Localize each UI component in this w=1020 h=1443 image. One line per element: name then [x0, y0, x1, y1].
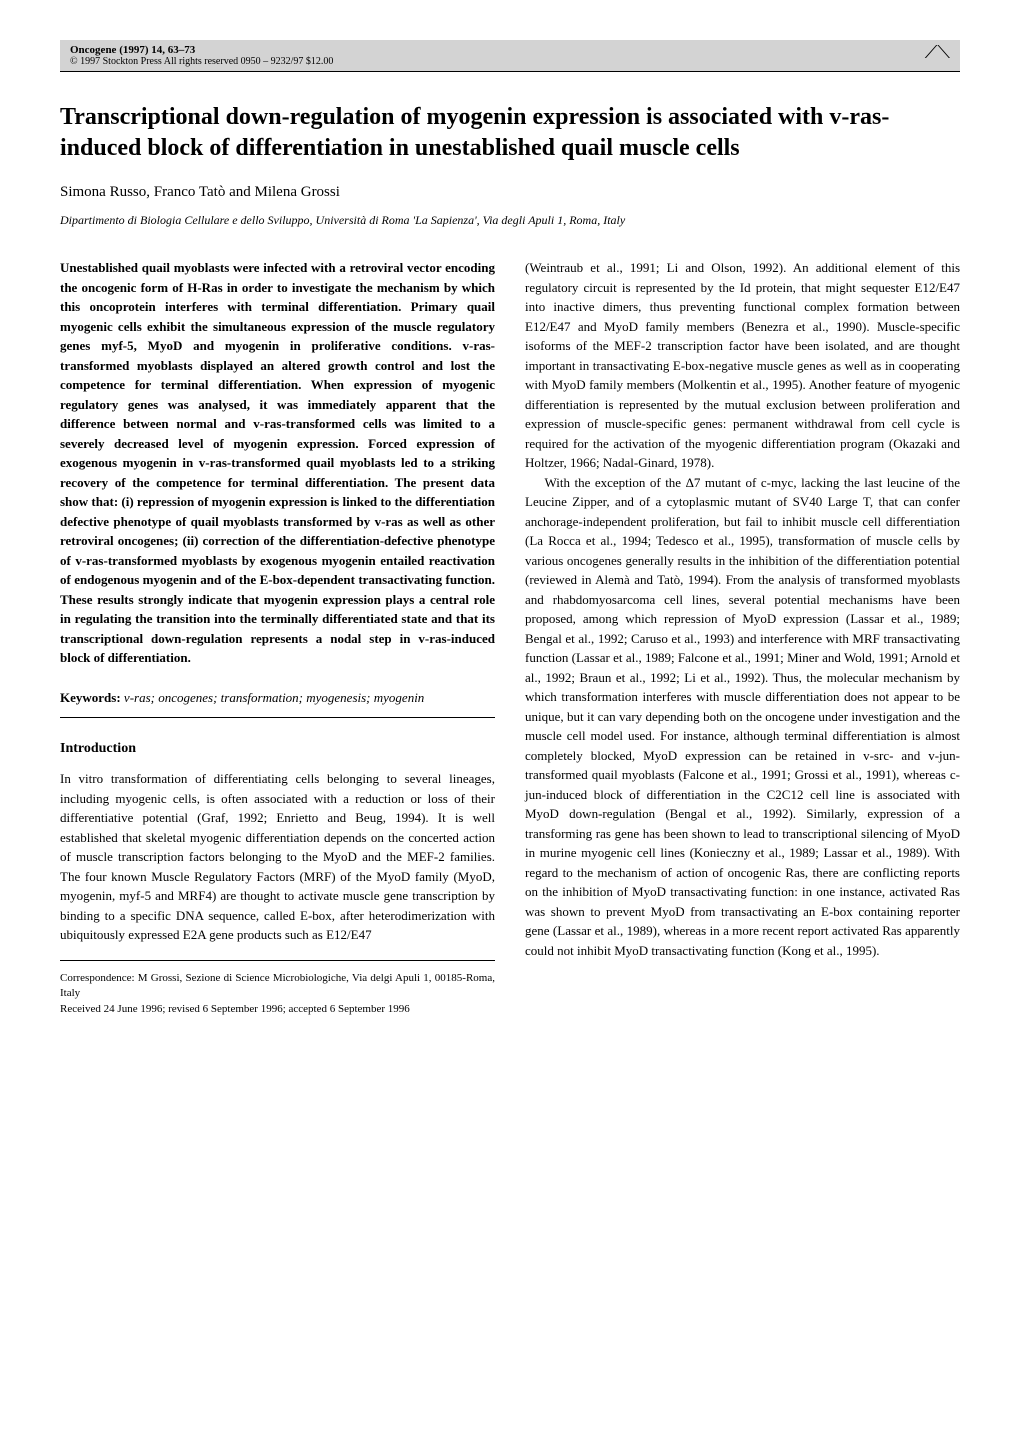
right-paragraph-1: (Weintraub et al., 1991; Li and Olson, 1…	[525, 258, 960, 473]
journal-header: Oncogene (1997) 14, 63–73 © 1997 Stockto…	[60, 40, 960, 72]
page-container: Oncogene (1997) 14, 63–73 © 1997 Stockto…	[0, 0, 1020, 1057]
affiliation-line: Dipartimento di Biologia Cellulare e del…	[60, 213, 960, 228]
abstract-text: Unestablished quail myoblasts were infec…	[60, 258, 495, 668]
correspondence-address: Correspondence: M Grossi, Sezione di Sci…	[60, 971, 495, 1002]
article-title: Transcriptional down-regulation of myoge…	[60, 102, 960, 164]
copyright-line: © 1997 Stockton Press All rights reserve…	[70, 56, 950, 67]
right-paragraph-2: With the exception of the Δ7 mutant of c…	[525, 473, 960, 961]
keywords-text: v-ras; oncogenes; transformation; myogen…	[121, 690, 425, 705]
introduction-paragraph-left: In vitro transformation of differentiati…	[60, 769, 495, 945]
right-column: (Weintraub et al., 1991; Li and Olson, 1…	[525, 258, 960, 1017]
introduction-heading: Introduction	[60, 738, 495, 759]
body-columns: Unestablished quail myoblasts were infec…	[60, 258, 960, 1017]
received-dates: Received 24 June 1996; revised 6 Septemb…	[60, 1002, 495, 1017]
keywords-label: Keywords:	[60, 690, 121, 705]
correspondence-block: Correspondence: M Grossi, Sezione di Sci…	[60, 971, 495, 1017]
divider-line	[60, 960, 495, 961]
keywords-block: Keywords: v-ras; oncogenes; transformati…	[60, 688, 495, 719]
publisher-logo-icon: ⟋⟍	[925, 42, 950, 63]
authors-line: Simona Russo, Franco Tatò and Milena Gro…	[60, 184, 960, 201]
left-column: Unestablished quail myoblasts were infec…	[60, 258, 495, 1017]
journal-name: Oncogene (1997) 14, 63–73	[70, 44, 950, 56]
